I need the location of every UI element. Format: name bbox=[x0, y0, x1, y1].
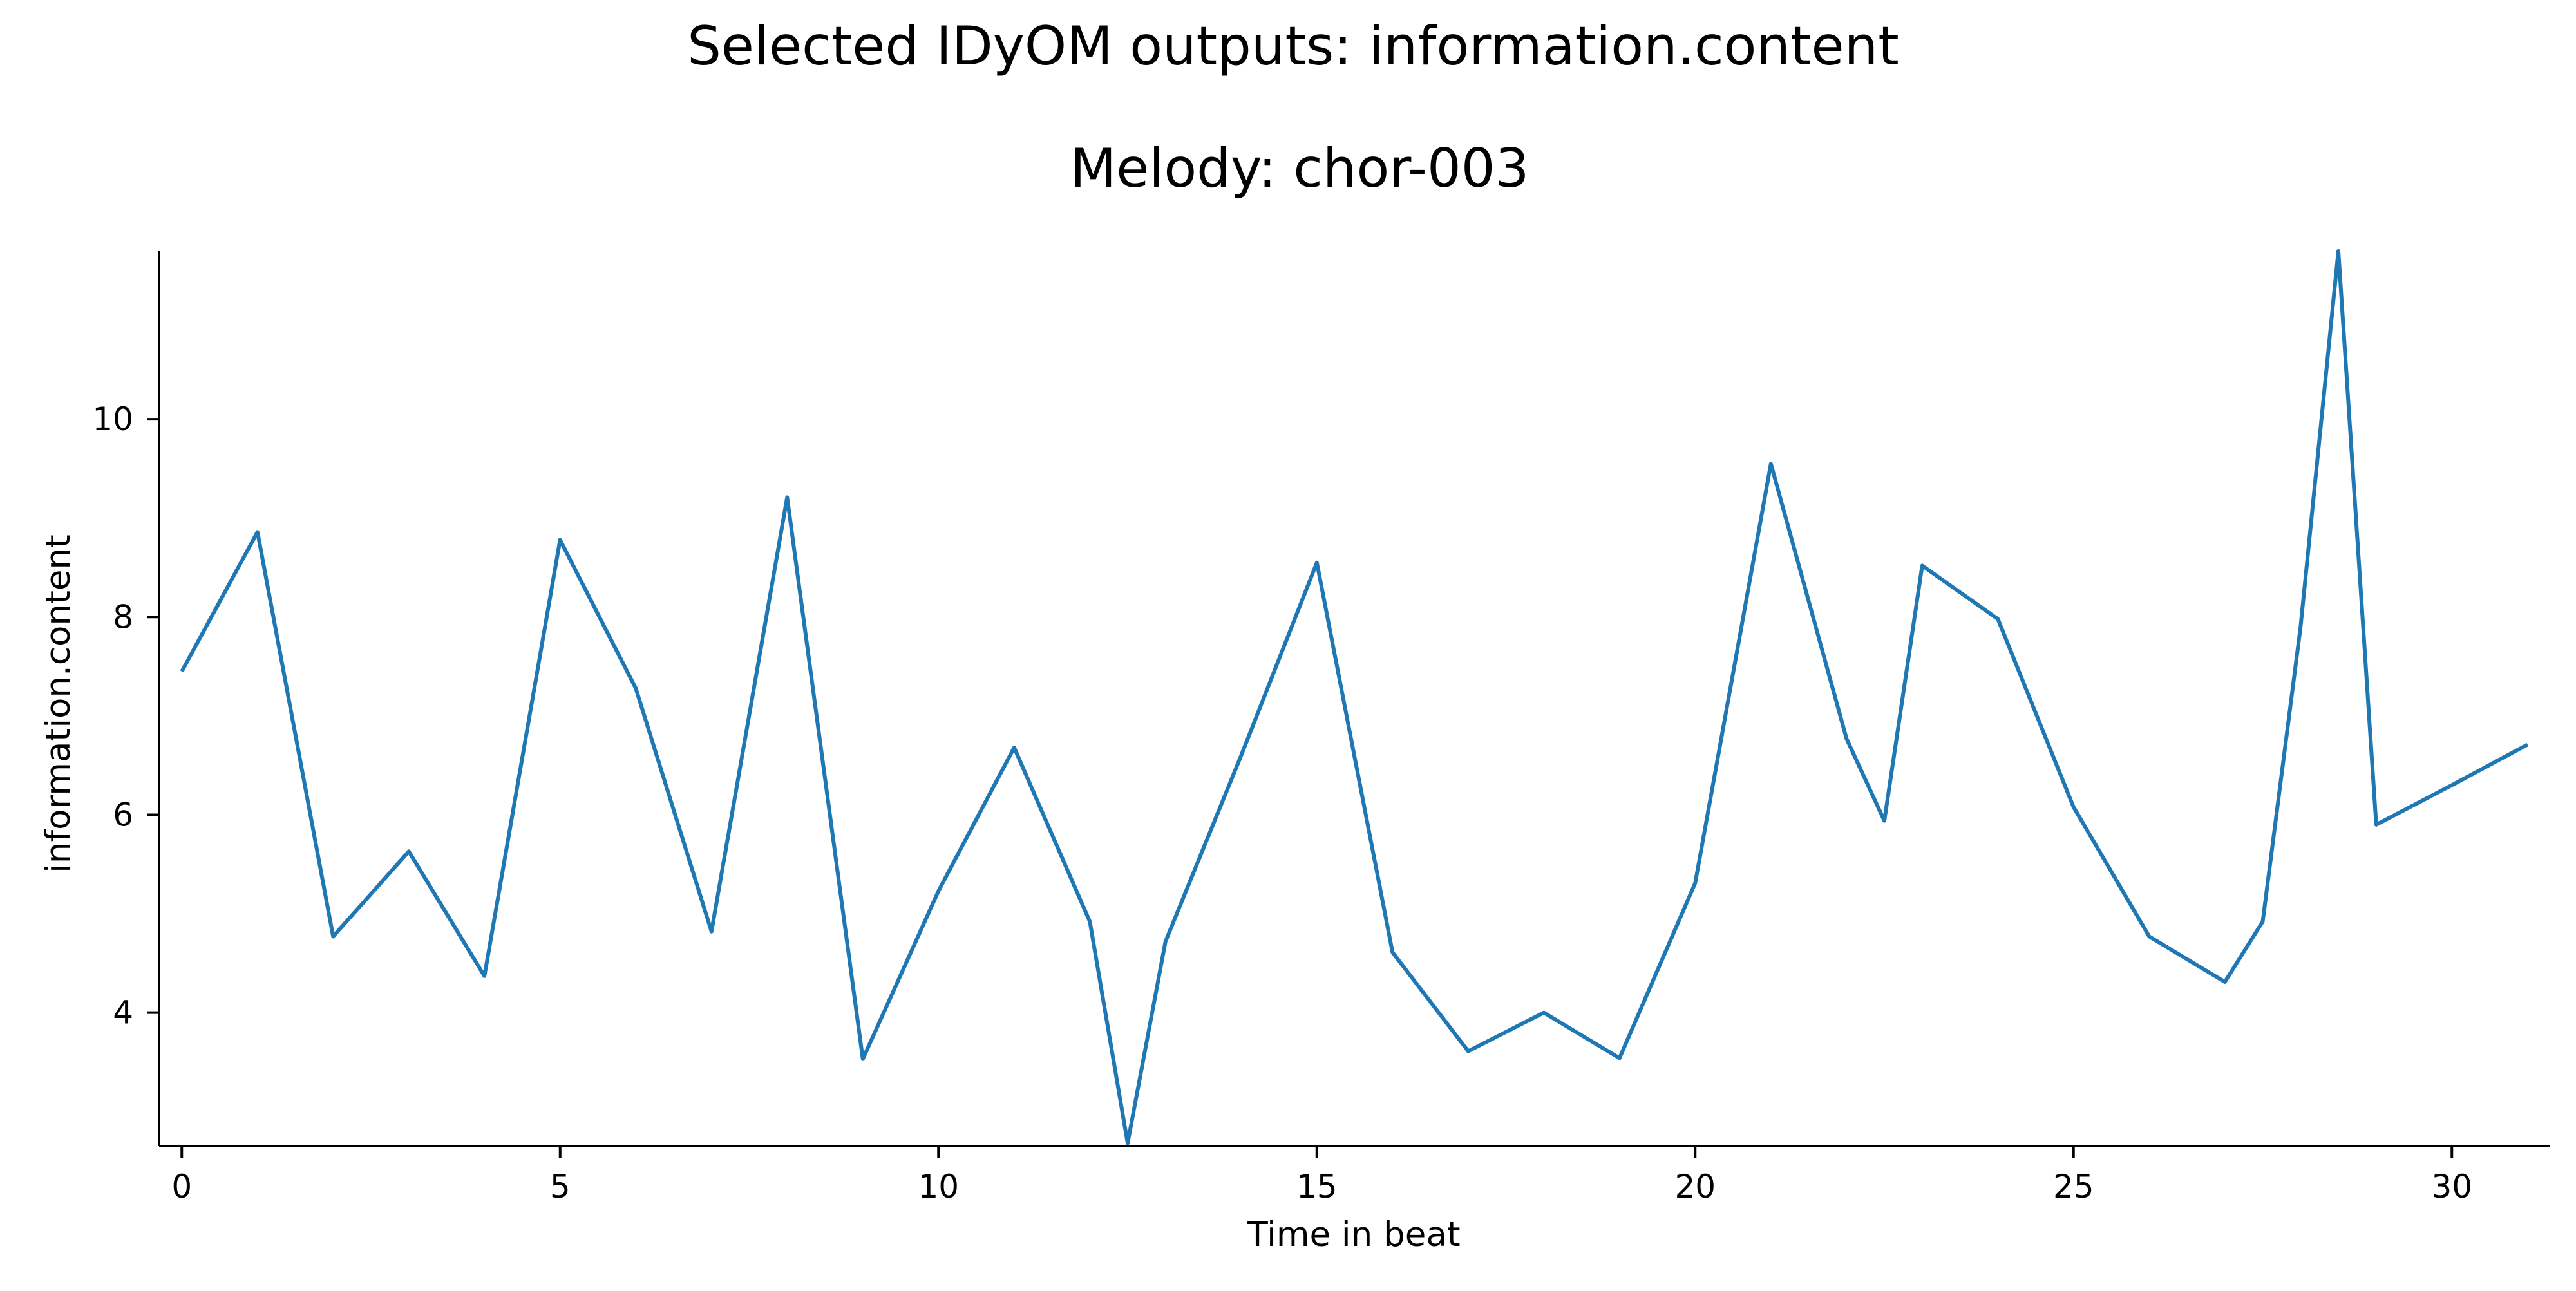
x-tick-label: 5 bbox=[550, 1168, 571, 1205]
chart-title: Selected IDyOM outputs: information.cont… bbox=[687, 15, 1899, 77]
chart-subtitle: Melody: chor-003 bbox=[1070, 137, 1530, 200]
y-tick-label: 10 bbox=[92, 400, 133, 438]
x-tick-label: 25 bbox=[2053, 1168, 2094, 1205]
x-tick-label: 20 bbox=[1674, 1168, 1716, 1205]
y-tick-label: 4 bbox=[113, 994, 133, 1032]
series-line bbox=[180, 249, 2529, 1145]
x-axis-label: Time in beat bbox=[1246, 1215, 1460, 1254]
y-axis-label: information.content bbox=[39, 534, 78, 873]
y-axis-ticks: 4 6 8 10 bbox=[92, 400, 159, 1032]
x-tick-label: 10 bbox=[918, 1168, 959, 1205]
x-tick-label: 15 bbox=[1296, 1168, 1338, 1205]
y-tick-label: 8 bbox=[113, 598, 133, 636]
y-tick-label: 6 bbox=[113, 796, 133, 833]
plot-area bbox=[180, 249, 2529, 1145]
x-tick-label: 30 bbox=[2431, 1168, 2472, 1205]
x-tick-label: 0 bbox=[171, 1168, 192, 1205]
x-axis-ticks: 0 5 10 15 20 25 30 bbox=[171, 1146, 2472, 1205]
